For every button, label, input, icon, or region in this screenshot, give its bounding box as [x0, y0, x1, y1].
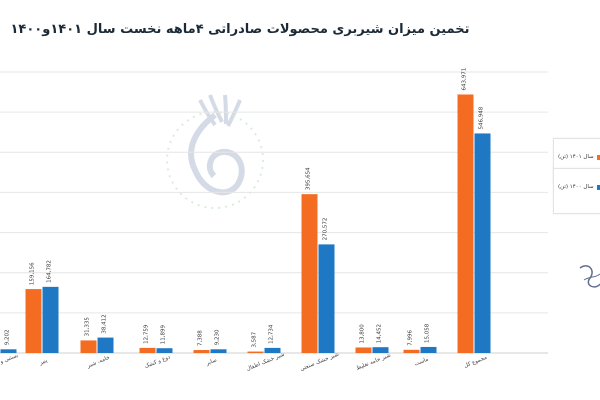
bar-1400-5	[264, 347, 281, 353]
legend-entry-1401: سال ۱۴۰۱ (تن)	[558, 154, 600, 160]
x-tick-label-8: ماست	[414, 357, 430, 368]
value-label-1400-8: 15,058	[425, 323, 431, 343]
value-label-1400-7: 14,452	[377, 324, 383, 343]
x-tick-label-1: پنیر	[38, 358, 49, 367]
bar-1401-7	[355, 347, 372, 353]
x-tick-label-3: دوغ و کشک	[144, 353, 172, 370]
value-label-1400-3: 11,899	[161, 324, 167, 344]
bar-1400-7	[372, 347, 389, 353]
bar-1400-1	[42, 286, 59, 353]
value-label-1400-1: 164,782	[47, 260, 53, 283]
bar-1400-8	[420, 346, 437, 353]
bar-1401-6	[301, 194, 318, 353]
legend-swatch-1401	[596, 154, 600, 160]
x-tick-label-4: سایر	[205, 357, 219, 367]
bar-1401-1	[25, 289, 42, 353]
x-tick-label-0: بستنی و ماست	[0, 353, 19, 372]
value-label-1401-6: 395,654	[306, 167, 312, 190]
chart-title: تخمین میزان شیربری محصولات صادراتی ۴ماهه…	[10, 22, 470, 37]
value-label-1401-8: 7,996	[408, 330, 414, 346]
x-tick-label-5: شیر خشک اطفال	[245, 351, 285, 373]
x-tick-label-9: مجموع کل	[463, 354, 488, 370]
x-tick-label-6: شیر خشک صنعتی	[299, 350, 340, 372]
value-label-1401-1: 159,156	[30, 262, 36, 285]
bar-1401-8	[403, 349, 420, 353]
value-label-1400-4: 9,230	[215, 329, 221, 345]
legend-label-1400: سال ۱۴۰۰ (تن)	[558, 184, 594, 190]
value-label-1401-9: 643,971	[462, 68, 468, 91]
bar-1400-0	[0, 349, 17, 353]
value-label-1400-0: 9,202	[5, 330, 11, 346]
bar-1401-5	[247, 351, 264, 353]
value-label-1401-4: 7,388	[198, 330, 204, 346]
bar-1401-9	[457, 94, 474, 353]
bar-1400-6	[318, 244, 335, 353]
bar-1400-4	[210, 349, 227, 353]
x-tick-label-2: خامه، شیر	[86, 355, 111, 370]
value-label-1400-6: 270,572	[323, 218, 329, 241]
bar-1400-3	[156, 348, 173, 353]
x-tick-label-7: شیر خامه تغلیظ	[356, 352, 393, 371]
value-label-1401-5: 3,587	[252, 331, 258, 347]
value-label-1400-2: 38,412	[102, 314, 108, 333]
bar-1401-2	[80, 340, 97, 353]
value-label-1400-5: 12,734	[269, 324, 275, 344]
value-label-1400-9: 546,948	[479, 106, 485, 129]
legend-label-1401: سال ۱۴۰۱ (تن)	[558, 154, 594, 160]
value-label-1401-7: 13,800	[360, 324, 366, 344]
value-label-1401-2: 31,335	[85, 317, 91, 337]
bar-1400-9	[474, 133, 491, 353]
chart-legend-second: سال ۱۴۰۰ (تن)	[553, 168, 600, 214]
signature-logo	[579, 265, 600, 288]
legend-swatch-1400	[596, 184, 600, 190]
bar-1401-3	[139, 347, 156, 353]
bar-1401-4	[193, 350, 210, 353]
bar-1400-2	[97, 337, 114, 353]
legend-entry-1400: سال ۱۴۰۰ (تن)	[558, 184, 600, 190]
value-label-1401-3: 12,759	[144, 324, 150, 344]
